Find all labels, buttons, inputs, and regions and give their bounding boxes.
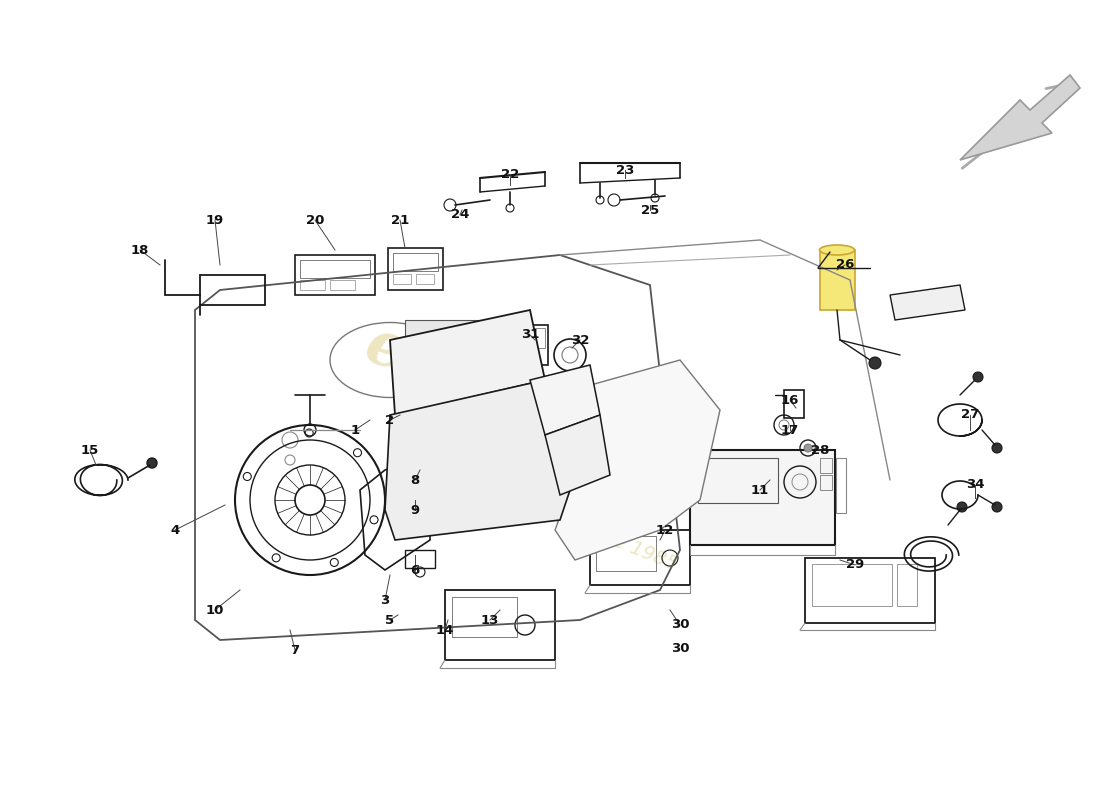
Text: 12: 12	[656, 523, 674, 537]
Text: 6: 6	[410, 563, 419, 577]
Bar	[416, 274, 434, 284]
Text: 2: 2	[385, 414, 395, 426]
Text: a passion for parts since 1985: a passion for parts since 1985	[400, 446, 680, 574]
Text: 17: 17	[781, 423, 799, 437]
Bar	[415, 485, 433, 495]
Bar	[300, 280, 324, 290]
Circle shape	[992, 502, 1002, 512]
Ellipse shape	[820, 245, 855, 255]
Bar	[465, 353, 477, 361]
Text: 1: 1	[351, 423, 360, 437]
Circle shape	[804, 444, 812, 452]
Bar	[698, 458, 778, 503]
Bar	[410, 480, 480, 500]
Bar	[530, 325, 548, 365]
Polygon shape	[544, 415, 610, 495]
Polygon shape	[390, 310, 544, 415]
Text: 30: 30	[671, 642, 690, 654]
Circle shape	[147, 458, 157, 468]
Bar	[534, 328, 544, 348]
Text: 26: 26	[836, 258, 855, 271]
Text: 28: 28	[811, 443, 829, 457]
Text: 24: 24	[451, 209, 470, 222]
Text: 25: 25	[641, 203, 659, 217]
Bar	[438, 485, 456, 495]
Bar	[405, 353, 417, 361]
Text: 9: 9	[410, 503, 419, 517]
Bar	[405, 320, 495, 350]
Bar	[480, 353, 492, 361]
Text: 34: 34	[966, 478, 984, 491]
Text: 14: 14	[436, 623, 454, 637]
Bar	[434, 353, 447, 361]
Circle shape	[974, 372, 983, 382]
Bar	[446, 590, 556, 660]
Polygon shape	[556, 360, 720, 560]
Bar	[820, 475, 832, 490]
Bar	[812, 564, 892, 606]
Text: 13: 13	[481, 614, 499, 626]
Bar	[405, 550, 435, 568]
Bar	[596, 536, 656, 571]
Polygon shape	[530, 365, 600, 435]
Bar	[452, 597, 517, 637]
Bar	[393, 274, 411, 284]
Bar	[461, 485, 478, 495]
Bar	[295, 255, 375, 295]
Text: 16: 16	[781, 394, 800, 406]
Text: 4: 4	[170, 523, 179, 537]
Bar	[820, 250, 855, 310]
Circle shape	[957, 502, 967, 512]
Bar	[300, 260, 370, 278]
Bar	[450, 353, 462, 361]
Text: 20: 20	[306, 214, 324, 226]
Bar	[805, 558, 935, 623]
Text: 22: 22	[500, 169, 519, 182]
Polygon shape	[385, 380, 570, 540]
Text: 3: 3	[381, 594, 389, 606]
Text: eurocarbres: eurocarbres	[358, 314, 763, 526]
Text: 32: 32	[571, 334, 590, 346]
Text: 21: 21	[390, 214, 409, 226]
Bar	[393, 253, 438, 271]
Bar	[330, 280, 355, 290]
Text: 31: 31	[520, 329, 539, 342]
Bar	[896, 564, 917, 606]
Text: 15: 15	[81, 443, 99, 457]
Bar	[690, 450, 835, 545]
Text: 19: 19	[206, 214, 224, 226]
Text: 11: 11	[751, 483, 769, 497]
Text: 23: 23	[616, 163, 635, 177]
Bar	[420, 353, 432, 361]
Bar	[784, 390, 804, 418]
Bar	[388, 248, 443, 290]
Text: 30: 30	[671, 618, 690, 631]
Polygon shape	[960, 75, 1080, 160]
Circle shape	[992, 443, 1002, 453]
Polygon shape	[890, 285, 965, 320]
Text: 7: 7	[290, 643, 299, 657]
Bar	[820, 458, 832, 473]
Text: 8: 8	[410, 474, 419, 486]
Text: 27: 27	[961, 409, 979, 422]
Bar	[590, 530, 690, 585]
Text: 10: 10	[206, 603, 224, 617]
Text: 29: 29	[846, 558, 865, 571]
Circle shape	[869, 357, 881, 369]
Text: 18: 18	[131, 243, 150, 257]
Text: 5: 5	[385, 614, 395, 626]
Bar	[836, 458, 846, 513]
